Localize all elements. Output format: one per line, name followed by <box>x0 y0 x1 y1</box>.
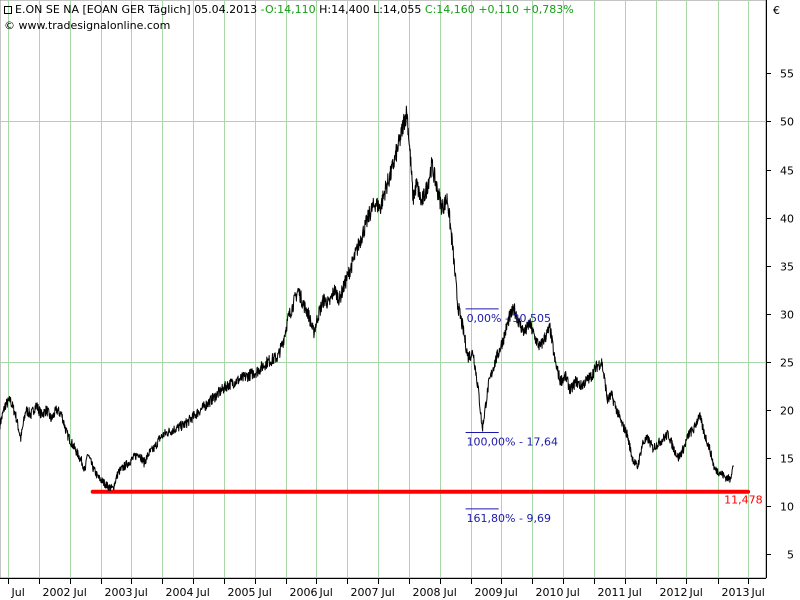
grid <box>0 0 767 579</box>
fib-0-label: 0,00% - 30,505 <box>467 312 551 325</box>
x-tick-label: Jul <box>689 586 703 599</box>
x-tick-label: 2006 <box>290 586 318 599</box>
y-tick-label: 50 <box>780 116 794 129</box>
x-tick-label: Jul <box>381 586 395 599</box>
instrument-header: E.ON SE NA [EOAN GER Täglich] 05.04.2013… <box>4 3 574 16</box>
instrument-exchange: [EOAN GER <box>82 3 145 16</box>
y-tick-label: 25 <box>780 357 794 370</box>
x-tick-label: 2002 <box>43 586 71 599</box>
instrument-interval: Täglich] <box>148 3 191 16</box>
y-tick-label: 5 <box>787 549 794 562</box>
quote-separator: - <box>260 3 265 16</box>
x-tick-label: Jul <box>319 586 333 599</box>
x-tick-label: 2011 <box>598 586 626 599</box>
x-tick-label: 2012 <box>660 586 688 599</box>
y-tick-label: 10 <box>780 501 794 514</box>
x-tick-label: Jul <box>196 586 210 599</box>
quote-change-pct: +0,783% <box>522 3 574 16</box>
support-label: 11,478 <box>724 494 763 507</box>
window-square-icon[interactable] <box>4 6 12 14</box>
price-line <box>0 105 734 492</box>
quote-change: +0,110 <box>478 3 520 16</box>
y-tick-label: 35 <box>780 261 794 274</box>
x-tick-label: 2013 <box>722 586 750 599</box>
y-tick-label: 40 <box>780 213 794 226</box>
x-tick-label: Jul <box>751 586 765 599</box>
x-tick-label: 2010 <box>536 586 564 599</box>
x-tick-label: 2007 <box>351 586 379 599</box>
x-tick-label: Jul <box>11 586 25 599</box>
x-tick-label: 2005 <box>228 586 256 599</box>
x-tick-label: Jul <box>134 586 148 599</box>
x-tick-label: 2009 <box>475 586 503 599</box>
x-tick-label: Jul <box>73 586 87 599</box>
x-tick-label: 2008 <box>413 586 441 599</box>
y-tick-label: 30 <box>780 309 794 322</box>
quote-low: L:14,055 <box>373 3 422 16</box>
quote-close: C:14,160 <box>424 3 475 16</box>
fibonacci-levels: 0,00% - 30,505 100,00% - 17,64 161,80% - 9… <box>465 308 558 525</box>
x-axis: Jul 2002 Jul 2003 Jul 2004 Jul 2005 Jul 2006 Jul 20… <box>0 578 766 599</box>
y-tick-label: 45 <box>780 165 794 178</box>
price-series <box>0 105 734 492</box>
y-tick-label: 20 <box>780 405 794 418</box>
fib-100-label: 100,00% - 17,64 <box>467 435 558 448</box>
y-tick-label: 55 <box>780 68 794 81</box>
x-tick-label: Jul <box>566 586 580 599</box>
x-tick-label: 2004 <box>166 586 194 599</box>
x-tick-label: Jul <box>258 586 272 599</box>
x-tick-label: Jul <box>443 586 457 599</box>
currency-label: € <box>773 4 780 17</box>
x-tick-label: Jul <box>504 586 518 599</box>
instrument-name: E.ON SE NA <box>15 3 80 16</box>
support-line-group: 11,478 <box>90 489 763 507</box>
quote-high: H:14,400 <box>319 3 370 16</box>
x-tick-label: 2003 <box>105 586 133 599</box>
quote-date: 05.04.2013 <box>194 3 258 16</box>
fib-161-label: 161,80% - 9,69 <box>467 512 551 525</box>
y-axis: 5 10 15 20 25 30 35 40 45 50 55 <box>766 0 794 578</box>
y-tick-label: 15 <box>780 453 794 466</box>
x-tick-label: Jul <box>628 586 642 599</box>
quote-open: O:14,110 <box>264 3 316 16</box>
copyright-label: © www.tradesignalonline.com <box>4 19 171 32</box>
